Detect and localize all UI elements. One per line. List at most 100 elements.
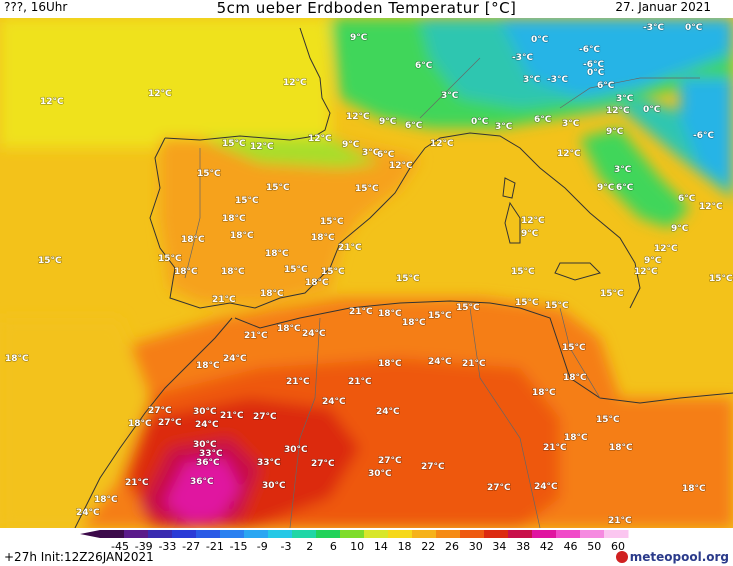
temperature-label: 3°C bbox=[495, 122, 513, 132]
temperature-label: 9°C bbox=[597, 183, 615, 193]
temperature-label: 18°C bbox=[5, 354, 29, 364]
legend-tick: 34 bbox=[492, 540, 507, 553]
legend-tick: 22 bbox=[421, 540, 436, 553]
temperature-label: 18°C bbox=[402, 318, 426, 328]
temperature-label: 24°C bbox=[195, 420, 219, 430]
temperature-label: 18°C bbox=[563, 373, 587, 383]
temperature-label: 0°C bbox=[471, 117, 489, 127]
forecast-location-time: ???, 16Uhr bbox=[4, 0, 68, 14]
colorbar bbox=[80, 530, 629, 538]
colorbar-segment bbox=[220, 530, 245, 538]
temperature-label: 6°C bbox=[678, 194, 696, 204]
logo-icon bbox=[615, 551, 628, 563]
temperature-label: 21°C bbox=[349, 307, 373, 317]
temperature-label: 12°C bbox=[250, 142, 274, 152]
country-borders bbox=[184, 57, 700, 528]
temperature-label: 33°C bbox=[199, 449, 223, 459]
temperature-label: 12°C bbox=[430, 139, 454, 149]
forecast-date: 27. Januar 2021 bbox=[615, 0, 711, 14]
temperature-label: 9°C bbox=[521, 229, 539, 239]
temperature-label: 12°C bbox=[699, 202, 723, 212]
colorbar-segment bbox=[364, 530, 389, 538]
temperature-label: 0°C bbox=[587, 68, 605, 78]
colorbar-segment bbox=[580, 530, 605, 538]
temperature-label: 0°C bbox=[531, 35, 549, 45]
temperature-label: 33°C bbox=[257, 458, 281, 468]
legend-tick: 14 bbox=[373, 540, 388, 553]
temperature-label: 21°C bbox=[286, 377, 310, 387]
temperature-label: 12°C bbox=[346, 112, 370, 122]
temperature-label: 15°C bbox=[222, 139, 246, 149]
temperature-label: -6°C bbox=[583, 60, 604, 70]
legend-tick: -3 bbox=[280, 540, 292, 553]
colorbar-segment bbox=[340, 530, 365, 538]
temperature-label: 18°C bbox=[128, 419, 152, 429]
temperature-label: 12°C bbox=[389, 161, 413, 171]
colorbar-segment bbox=[556, 530, 581, 538]
colorbar-segment bbox=[460, 530, 485, 538]
temperature-label: 18°C bbox=[682, 484, 706, 494]
temperature-label: 9°C bbox=[342, 140, 360, 150]
legend-tick: 18 bbox=[397, 540, 412, 553]
temperature-label: 15°C bbox=[562, 343, 586, 353]
colorbar-segment bbox=[196, 530, 221, 538]
temperature-label: 30°C bbox=[284, 445, 308, 455]
temperature-labels: 9°C6°C12°C12°C12°C 3°C12°C 9°C 6°C 0°C 3°C6°C… bbox=[4, 22, 733, 526]
temperature-label: 0°C bbox=[643, 105, 661, 115]
legend-tick: 26 bbox=[445, 540, 459, 553]
temperature-field bbox=[0, 18, 733, 528]
temperature-label: 27°C bbox=[148, 406, 172, 416]
colorbar-segment bbox=[100, 530, 125, 538]
temperature-label: 24°C bbox=[223, 354, 247, 364]
colorbar-segment bbox=[172, 530, 197, 538]
temperature-label: 18°C bbox=[265, 249, 289, 259]
temperature-label: 24°C bbox=[534, 482, 558, 492]
temperature-label: 18°C bbox=[174, 267, 198, 277]
meteopool-logo[interactable]: meteopool.org bbox=[615, 550, 729, 564]
map-header: ???, 16Uhr 5cm ueber Erdboden Temperatur… bbox=[0, 0, 733, 18]
temperature-label: 6°C bbox=[616, 183, 634, 193]
temperature-label: 18°C bbox=[230, 231, 254, 241]
temperature-label: 21°C bbox=[212, 295, 236, 305]
colorbar-segment bbox=[316, 530, 341, 538]
model-init-time: +27h Init:12Z26JAN2021 bbox=[4, 550, 154, 564]
temperature-label: 3°C bbox=[362, 148, 380, 158]
temperature-label: 27°C bbox=[158, 418, 182, 428]
temperature-label: 18°C bbox=[221, 267, 245, 277]
colorbar-segment bbox=[436, 530, 461, 538]
temperature-label: 15°C bbox=[456, 303, 480, 313]
colorbar-min-arrow bbox=[80, 530, 100, 538]
temperature-label: 21°C bbox=[462, 359, 486, 369]
legend-tick: 50 bbox=[587, 540, 602, 553]
temperature-label: 12°C bbox=[308, 134, 332, 144]
temperature-label: 30°C bbox=[193, 407, 217, 417]
temperature-label: -3°C bbox=[643, 23, 664, 33]
temperature-label: 15°C bbox=[266, 183, 290, 193]
temperature-label: 21°C bbox=[348, 377, 372, 387]
legend-tick: 38 bbox=[516, 540, 531, 553]
temperature-label: 30°C bbox=[262, 481, 286, 491]
colorbar-segment bbox=[508, 530, 533, 538]
temperature-label: 0°C bbox=[685, 23, 703, 33]
colorbar-segment bbox=[148, 530, 173, 538]
legend-ticks: -45 -39 -33 -27 -21 -15 -9 -3 2 6 10 14 18 22 26 30 34 38… bbox=[0, 540, 733, 554]
temperature-label: 18°C bbox=[94, 495, 118, 505]
temperature-label: 12°C bbox=[557, 149, 581, 159]
temperature-label: 21°C bbox=[608, 516, 632, 526]
temperature-label: 15°C bbox=[321, 267, 345, 277]
temperature-label: 15°C bbox=[320, 217, 344, 227]
temperature-label: 3°C bbox=[614, 165, 632, 175]
temperature-label: 15°C bbox=[158, 254, 182, 264]
temperature-label: 15°C bbox=[511, 267, 535, 277]
colorbar-segment bbox=[292, 530, 317, 538]
temperature-label: 12°C bbox=[606, 106, 630, 116]
color-legend: -45 -39 -33 -27 -21 -15 -9 -3 2 6 10 14 18 22 26 30 34 38… bbox=[0, 528, 733, 566]
temperature-label: 18°C bbox=[378, 309, 402, 319]
colorbar-segment bbox=[124, 530, 149, 538]
temperature-label: 12°C bbox=[148, 89, 172, 99]
temperature-label: 3°C bbox=[616, 94, 634, 104]
temperature-label: 27°C bbox=[311, 459, 335, 469]
temperature-label: 30°C bbox=[368, 469, 392, 479]
temperature-label: 9°C bbox=[350, 33, 368, 43]
temperature-label: 15°C bbox=[235, 196, 259, 206]
